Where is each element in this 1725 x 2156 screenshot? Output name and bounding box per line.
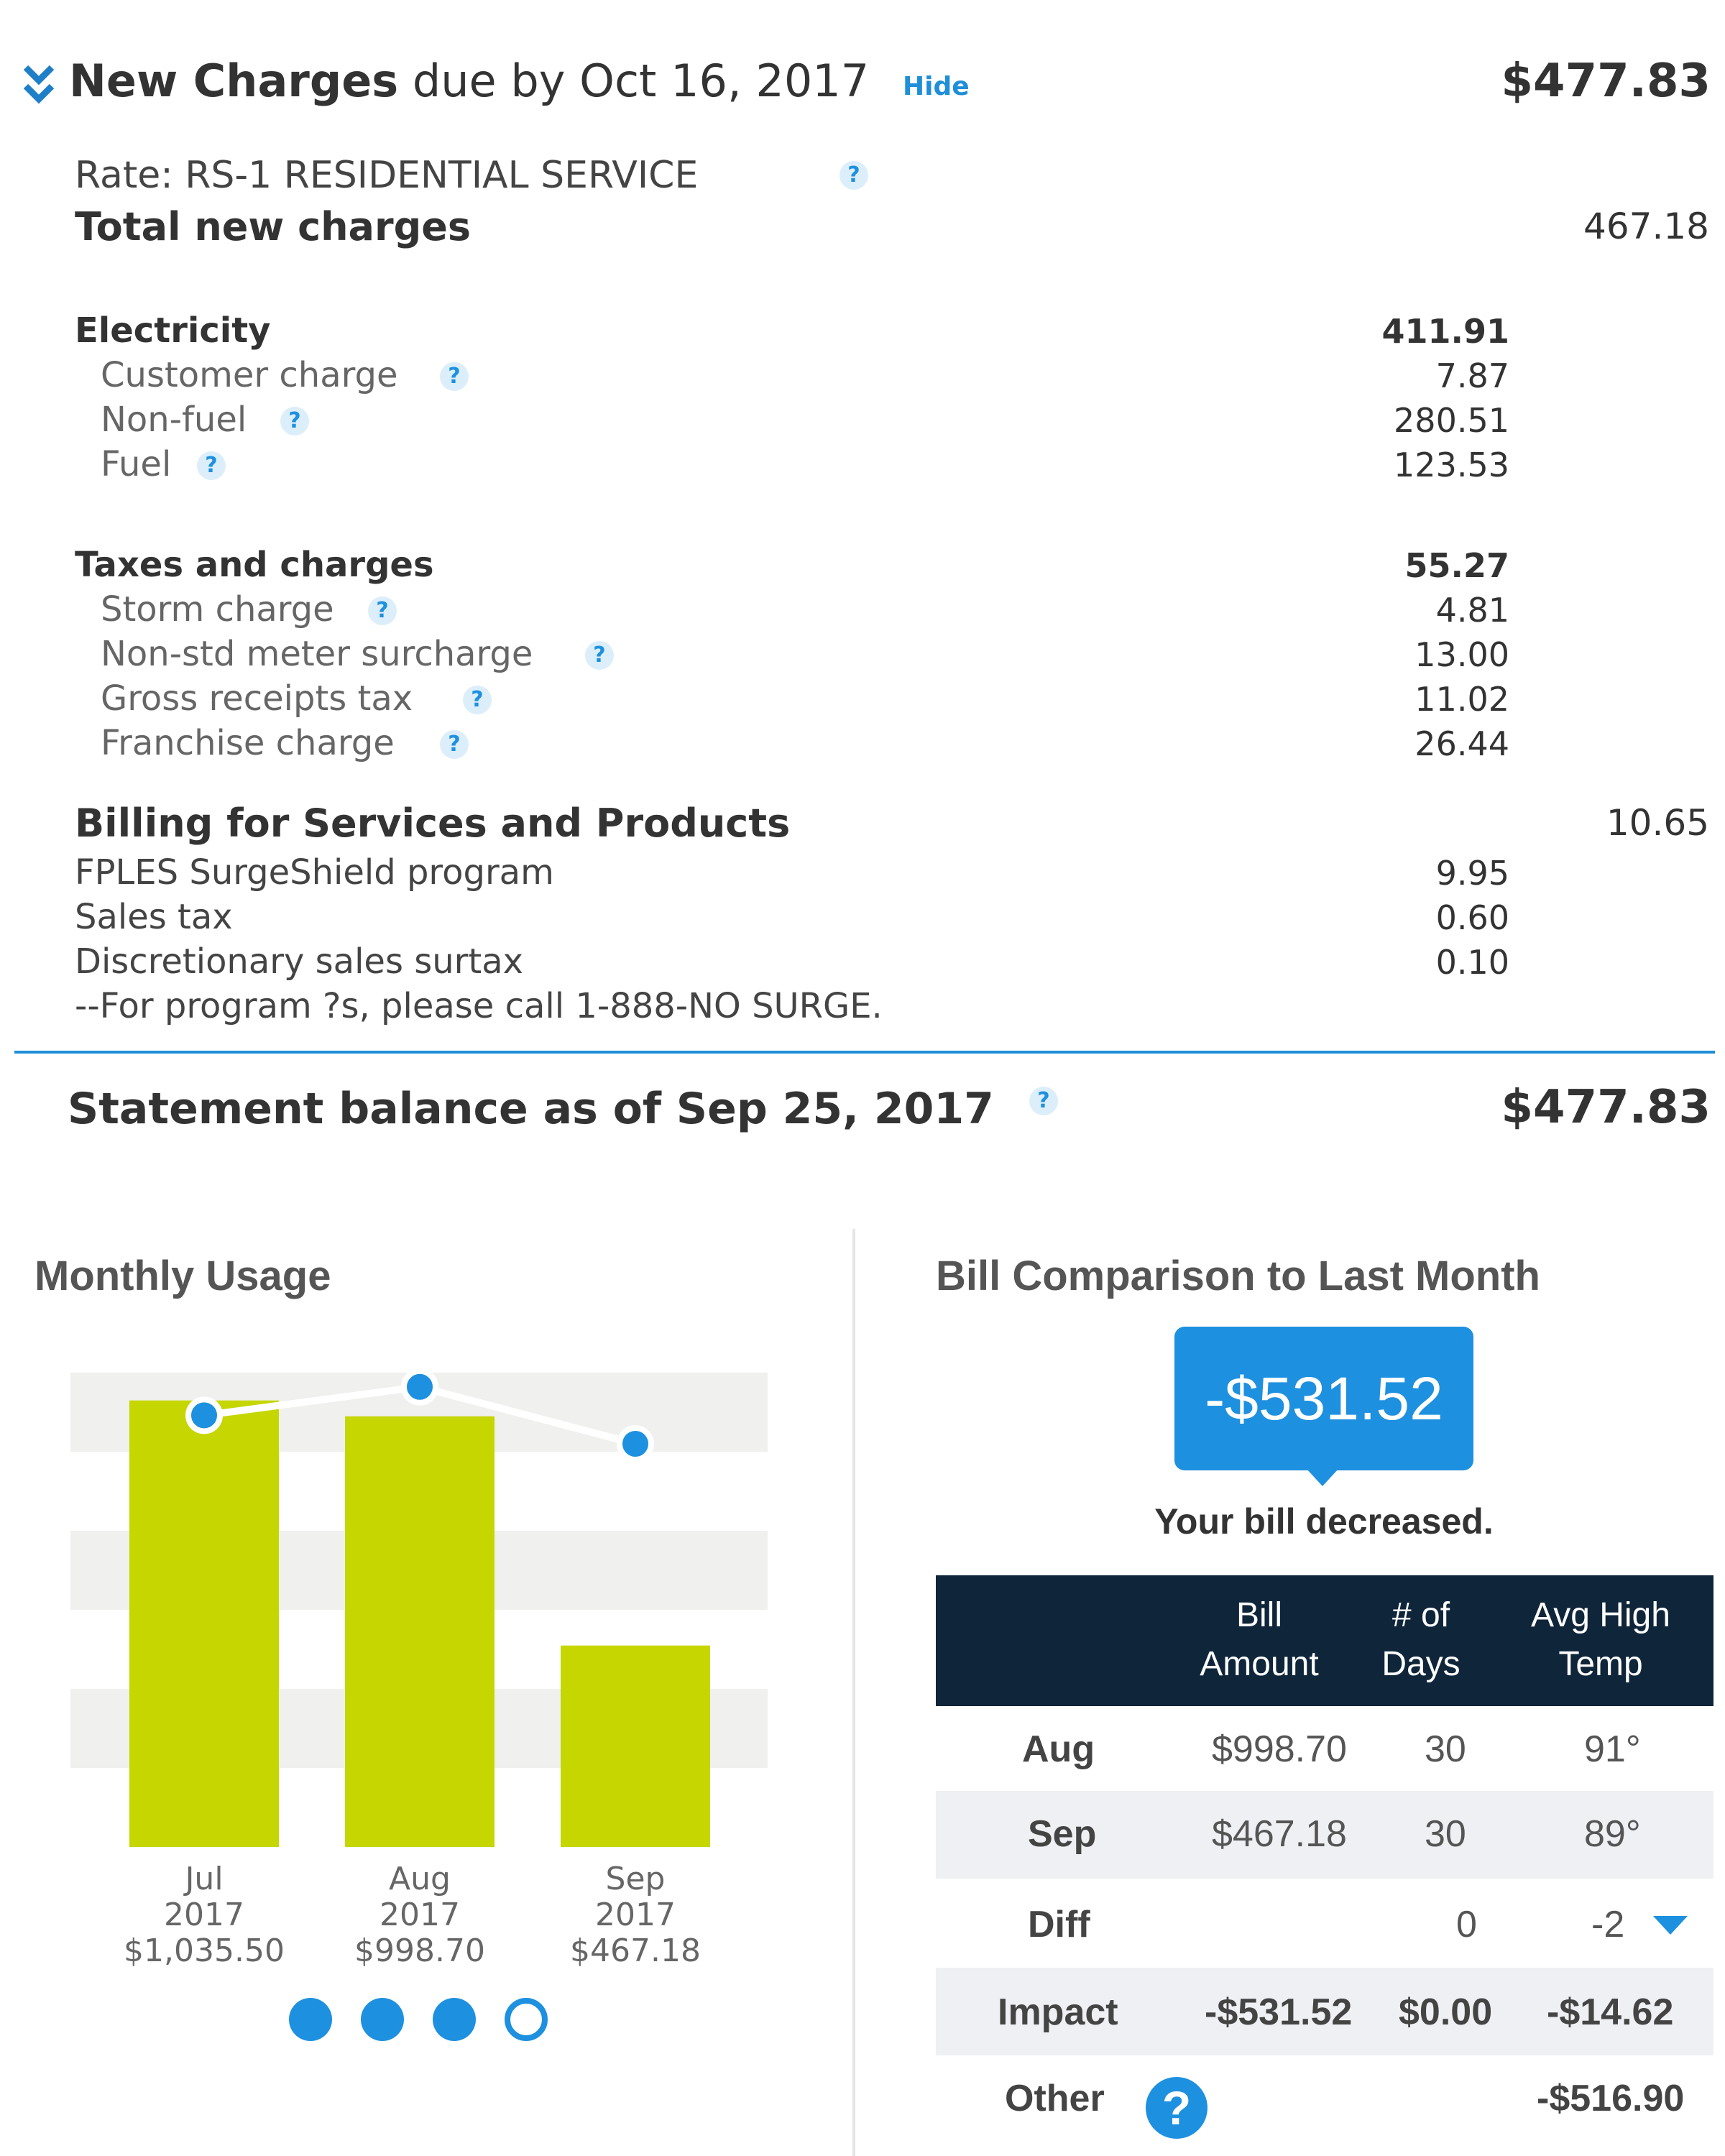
table-row-aug: Aug $998.70 30 91°	[936, 1706, 1714, 1791]
comparison-table-header: Bill Amount # of Days Avg High Temp	[936, 1575, 1714, 1706]
bill-comparison-title: Bill Comparison to Last Month	[936, 1253, 1540, 1299]
usage-bar-1[interactable]	[345, 1416, 494, 1847]
customer-charge-label: Customer charge	[101, 355, 398, 395]
table-row-other: Other -$516.90	[936, 2055, 1714, 2156]
bill-change-bubble: -$531.52	[1174, 1327, 1473, 1470]
program-note: --For program ?s, please call 1-888-NO S…	[75, 986, 883, 1026]
gross-receipts-label: Gross receipts tax	[101, 678, 413, 719]
fuel-value: 123.53	[1394, 446, 1509, 484]
storm-charge-value: 4.81	[1435, 591, 1509, 630]
meter-surcharge-label: Non-std meter surcharge	[101, 634, 533, 674]
non-fuel-label: Non-fuel	[101, 400, 247, 440]
usage-point-0[interactable]	[185, 1396, 223, 1434]
surtax-label: Discretionary sales surtax	[75, 941, 524, 982]
usage-point-2[interactable]	[617, 1425, 654, 1462]
col-bill-amount: Bill Amount	[1200, 1596, 1319, 1683]
usage-bar-0[interactable]	[129, 1400, 279, 1847]
divider	[14, 1051, 1715, 1054]
total-new-charges-label: Total new charges	[75, 204, 472, 249]
help-icon[interactable]: ?	[840, 161, 868, 190]
days-cell: 30	[1425, 1728, 1466, 1770]
bubble-tail	[1307, 1469, 1338, 1486]
help-icon[interactable]: ?	[197, 451, 226, 480]
temp-cell: -2	[1591, 1904, 1625, 1945]
temp-cell: -$516.90	[1537, 2078, 1685, 2119]
other-help-icon[interactable]: ?	[1146, 2077, 1208, 2139]
row-label: Aug	[1022, 1728, 1095, 1770]
temp-cell: -$14.62	[1547, 1991, 1674, 2033]
sales-tax-value: 0.60	[1435, 898, 1509, 937]
franchise-charge-value: 26.44	[1414, 724, 1509, 763]
non-fuel-value: 280.51	[1394, 401, 1509, 440]
hide-link[interactable]: Hide	[903, 72, 970, 101]
x-tick-label: Jul 2017 $1,035.50	[124, 1861, 285, 1969]
monthly-usage-title: Monthly Usage	[34, 1253, 331, 1299]
carousel-dot[interactable]	[433, 1998, 476, 2041]
carousel-dot[interactable]	[289, 1998, 332, 2041]
new-charges-heading: New Charges due by Oct 16, 2017	[69, 55, 870, 107]
help-icon[interactable]: ?	[463, 686, 492, 714]
surgeshield-label: FPLES SurgeShield program	[75, 852, 554, 893]
carousel-dot[interactable]	[361, 1998, 404, 2041]
services-value: 10.65	[1606, 802, 1709, 844]
electricity-label: Electricity	[75, 310, 271, 351]
temp-cell: 91°	[1584, 1728, 1641, 1770]
taxes-value: 55.27	[1404, 546, 1509, 585]
help-icon[interactable]: ?	[368, 596, 397, 625]
help-icon[interactable]: ?	[280, 407, 309, 436]
franchise-charge-label: Franchise charge	[101, 723, 395, 763]
bill-amount-cell: $998.70	[1212, 1728, 1347, 1770]
col-avg-temp: Avg High Temp	[1531, 1596, 1670, 1683]
table-row-sep: Sep $467.18 30 89°	[936, 1791, 1714, 1879]
taxes-label: Taxes and charges	[75, 545, 434, 585]
days-cell: $0.00	[1399, 1991, 1493, 2033]
collapse-chevron-icon[interactable]	[22, 63, 56, 106]
new-charges-total: $477.83	[1501, 55, 1711, 108]
help-icon[interactable]: ?	[440, 362, 469, 391]
panel-divider	[852, 1229, 855, 2156]
surtax-value: 0.10	[1435, 943, 1509, 982]
total-new-charges-value: 467.18	[1583, 206, 1709, 247]
table-row-diff: Diff 0 -2	[936, 1879, 1714, 1968]
services-label: Billing for Services and Products	[75, 801, 791, 846]
storm-charge-label: Storm charge	[101, 589, 334, 630]
row-label: Diff	[1028, 1904, 1090, 1945]
down-arrow-icon	[1653, 1916, 1688, 1935]
x-tick-label: Aug 2017 $998.70	[354, 1861, 485, 1969]
meter-surcharge-value: 13.00	[1414, 635, 1509, 674]
row-label: Impact	[998, 1991, 1118, 2033]
col-days: # of Days	[1381, 1596, 1460, 1683]
statement-balance-value: $477.83	[1501, 1081, 1711, 1134]
temp-cell: 89°	[1584, 1813, 1641, 1855]
rate-label: Rate: RS-1 RESIDENTIAL SERVICE	[75, 154, 699, 197]
help-icon[interactable]: ?	[440, 730, 469, 759]
help-icon[interactable]: ?	[1029, 1087, 1058, 1115]
gross-receipts-value: 11.02	[1414, 680, 1509, 719]
surgeshield-value: 9.95	[1435, 854, 1509, 893]
monthly-usage-chart	[70, 1368, 768, 1847]
fuel-label: Fuel	[101, 444, 172, 484]
carousel-dot[interactable]	[505, 1998, 548, 2041]
row-label: Sep	[1028, 1813, 1097, 1855]
customer-charge-value: 7.87	[1435, 356, 1509, 395]
bill-change-message: Your bill decreased.	[1154, 1501, 1494, 1542]
help-icon[interactable]: ?	[585, 641, 614, 670]
usage-point-1[interactable]	[401, 1368, 438, 1406]
days-cell: 30	[1425, 1813, 1466, 1855]
electricity-value: 411.91	[1381, 312, 1509, 351]
statement-balance-label: Statement balance as of Sep 25, 2017	[68, 1084, 994, 1134]
days-cell: 0	[1456, 1904, 1477, 1945]
table-row-impact: Impact -$531.52 $0.00 -$14.62	[936, 1968, 1714, 2055]
x-tick-label: Sep 2017 $467.18	[570, 1861, 701, 1969]
bill-amount-cell: -$531.52	[1205, 1991, 1353, 2033]
sales-tax-label: Sales tax	[75, 897, 233, 937]
row-label: Other	[1005, 2078, 1105, 2119]
bill-amount-cell: $467.18	[1212, 1813, 1347, 1855]
usage-bar-2[interactable]	[561, 1645, 710, 1847]
